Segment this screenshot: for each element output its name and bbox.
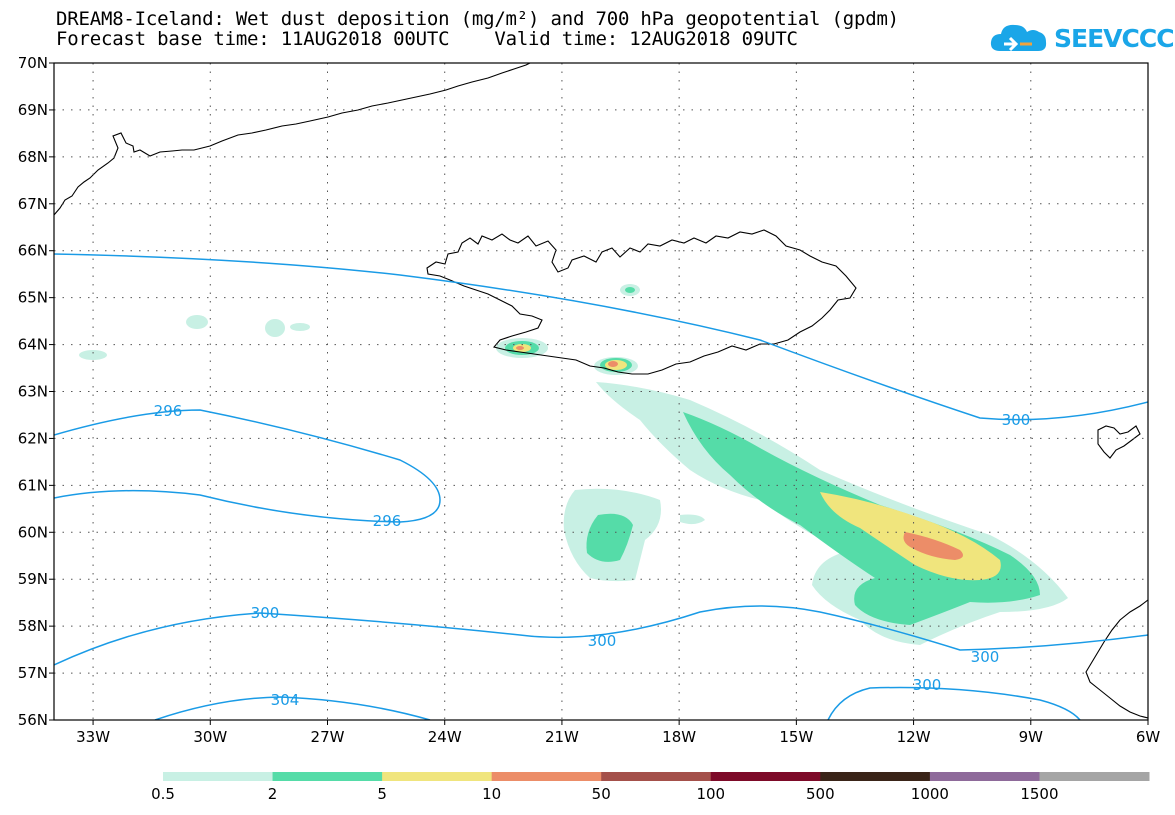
dust-sources-iceland (79, 284, 640, 375)
colorbar-swatch (710, 772, 821, 781)
cloud-icon (990, 24, 1047, 52)
time-info: Forecast base time: 11AUG2018 00UTC Vali… (56, 29, 798, 49)
contour-label: 296 (154, 402, 183, 420)
colorbar-label: 500 (806, 785, 835, 803)
latitude-axis: 70N 69N 68N 67N 66N 65N 64N 63N 62N 61N 60N 59N 58N 5… (18, 54, 54, 729)
dust-patch-central (563, 488, 705, 582)
lon-tick-label: 15W (779, 728, 813, 746)
contour-296-west (54, 409, 441, 523)
contour-label: 304 (271, 691, 300, 709)
lat-tick-label: 68N (18, 148, 48, 166)
faroe-islands (1097, 425, 1141, 459)
logo-text: SEEVCCC (1054, 23, 1175, 53)
lon-tick-label: 18W (662, 728, 696, 746)
contour-label: 300 (251, 604, 280, 622)
colorbar-swatch (491, 772, 602, 781)
greenland-coast (54, 63, 531, 216)
gridlines (54, 63, 1148, 720)
lat-tick-label: 70N (18, 54, 48, 72)
contour-304 (154, 696, 431, 720)
colorbar-swatch (272, 772, 383, 781)
lon-tick-label: 27W (311, 728, 345, 746)
map-title: DREAM8-Iceland: Wet dust deposition (mg/… (56, 8, 899, 30)
colorbar-label: 1500 (1020, 785, 1058, 803)
lon-tick-label: 12W (897, 728, 931, 746)
lat-tick-label: 69N (18, 101, 48, 119)
dust-plume-main (596, 382, 1068, 645)
base-time-label: Forecast base time: 11AUG2018 00UTC (56, 28, 450, 50)
lat-tick-label: 67N (18, 195, 48, 213)
colorbar-swatch (929, 772, 1040, 781)
contour-label: 300 (913, 676, 942, 694)
coastlines (54, 63, 1148, 719)
colorbar-swatch (1039, 772, 1150, 781)
contour-label: 300 (971, 648, 1000, 666)
colorbar-label: 50 (592, 785, 611, 803)
colorbar-label: 1000 (911, 785, 949, 803)
contour-300-south (827, 686, 1081, 720)
seevccc-logo: SEEVCCC (990, 18, 1175, 58)
iceland-coast (426, 229, 857, 375)
colorbar: 0.5 2 5 10 50 100 500 1000 1500 (151, 772, 1150, 803)
scotland-coast (1085, 599, 1148, 719)
geopotential-contours (54, 253, 1148, 720)
lat-tick-label: 59N (18, 570, 48, 588)
lon-tick-label: 33W (76, 728, 110, 746)
dust-deposition-field (79, 284, 1068, 645)
lat-tick-label: 61N (18, 476, 48, 494)
colorbar-label: 100 (696, 785, 725, 803)
colorbar-swatch (163, 772, 274, 781)
contour-label-group: 296 296 300 300 300 300 300 304 (154, 402, 1031, 709)
valid-time-label: Valid time: 12AUG2018 09UTC (494, 28, 798, 50)
map-frame (53, 62, 1149, 721)
contour-label: 300 (1002, 411, 1031, 429)
contour-300-middle (54, 605, 1148, 666)
lon-tick-label: 9W (1019, 728, 1044, 746)
contour-label: 296 (373, 512, 402, 530)
colorbar-label: 5 (377, 785, 387, 803)
lat-tick-label: 65N (18, 289, 48, 307)
lon-tick-label: 21W (545, 728, 579, 746)
longitude-axis: 33W 30W 27W 24W 21W 18W 15W 12W 9W 6W (76, 720, 1160, 746)
lat-tick-label: 58N (18, 617, 48, 635)
lat-tick-label: 64N (18, 336, 48, 354)
colorbar-swatch (382, 772, 493, 781)
colorbar-swatch (820, 772, 931, 781)
lat-tick-label: 62N (18, 429, 48, 447)
colorbar-swatch (601, 772, 712, 781)
lat-tick-label: 63N (18, 383, 48, 401)
lon-tick-label: 6W (1136, 728, 1161, 746)
lon-tick-label: 30W (193, 728, 227, 746)
contour-300-north (54, 253, 1148, 421)
lat-tick-label: 66N (18, 242, 48, 260)
lat-tick-label: 57N (18, 664, 48, 682)
colorbar-label: 2 (268, 785, 278, 803)
colorbar-label: 10 (482, 785, 501, 803)
contour-label: 300 (588, 632, 617, 650)
lon-tick-label: 24W (428, 728, 462, 746)
lat-tick-label: 60N (18, 523, 48, 541)
colorbar-label: 0.5 (151, 785, 175, 803)
lat-tick-label: 56N (18, 711, 48, 729)
